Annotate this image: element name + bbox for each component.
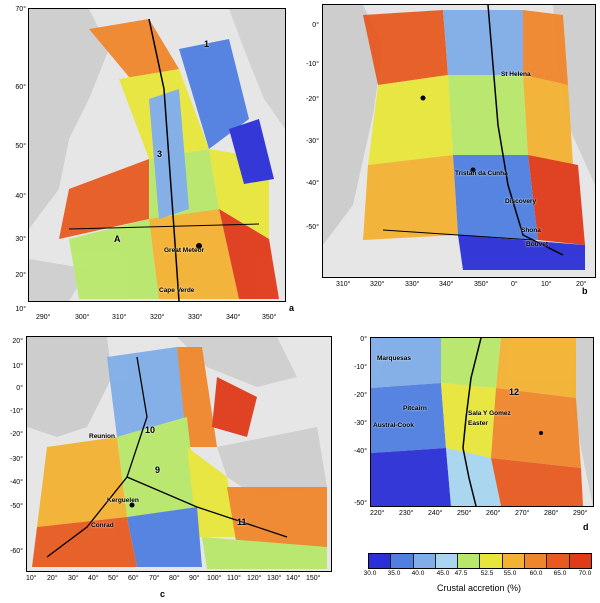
panel-letter-a: a	[289, 303, 295, 313]
colorbar-swatch	[435, 554, 459, 568]
map-graphic-b	[323, 5, 595, 277]
place-austral-cook: Austral-Cook	[373, 422, 414, 429]
annotation-1: 1	[204, 39, 210, 49]
map-south-atlantic: St Helena Tristan da Cunha Discovery Sho…	[322, 4, 596, 278]
place-kerguelen: Kerguelen	[107, 497, 139, 504]
colorbar-tick: 45.0	[436, 570, 450, 577]
colorbar-swatch	[547, 554, 570, 568]
place-bouvet: Bouvet	[526, 241, 549, 248]
colorbar-swatch	[525, 554, 548, 568]
place-easter: Easter	[468, 420, 488, 427]
colorbar-tick: 55.0	[503, 570, 517, 577]
map-graphic-a	[29, 9, 285, 301]
annotation-10: 10	[145, 425, 156, 435]
colorbar-swatch	[369, 554, 392, 568]
map-east-pacific: Marquesas Pitcairn Austral-Cook Sala Y G…	[370, 337, 594, 507]
place-st-helena: St Helena	[501, 71, 531, 78]
colorbar-tick: 47.5	[454, 570, 468, 577]
place-great-meteor: Great Meteor	[164, 247, 205, 254]
annotation-12: 12	[509, 387, 520, 397]
colorbar-tick: 35.0	[387, 570, 401, 577]
colorbar-tick: 52.5	[480, 570, 494, 577]
colorbar-swatches	[368, 553, 592, 569]
colorbar-swatch	[569, 554, 591, 568]
map-graphic-c	[27, 337, 331, 571]
colorbar-swatch	[458, 554, 481, 568]
map-indian-ocean: Reunion Kerguelen Conrad 10 9 11	[26, 336, 332, 572]
panel-letter-c: c	[160, 589, 166, 599]
annotation-11: 11	[237, 517, 247, 527]
annotation-3: 3	[157, 149, 163, 159]
annotation-a: A	[114, 234, 121, 244]
place-conrad: Conrad	[91, 522, 114, 529]
place-discovery: Discovery	[505, 198, 537, 205]
place-pitcairn: Pitcairn	[403, 405, 427, 412]
colorbar-tick: 40.0	[411, 570, 425, 577]
place-cape-verde: Cape Verde	[159, 287, 195, 294]
annotation-9: 9	[155, 465, 161, 475]
place-reunion: Reunion	[89, 433, 115, 440]
colorbar-tick: 30.0	[363, 570, 377, 577]
panel-letter-d: d	[583, 522, 589, 532]
place-marquesas: Marquesas	[377, 355, 411, 362]
colorbar-swatch	[391, 554, 414, 568]
colorbar-tick: 70.0	[578, 570, 592, 577]
colorbar-swatch	[480, 554, 503, 568]
place-shona: Shona	[521, 227, 541, 234]
colorbar-tick: 65.0	[553, 570, 567, 577]
map-graphic-d	[371, 338, 593, 506]
colorbar-swatch	[502, 554, 526, 568]
colorbar-swatch	[413, 554, 436, 568]
colorbar-title: Crustal accretion (%)	[436, 583, 522, 593]
place-tristan-da-cunha: Tristan da Cunha	[455, 170, 508, 177]
panel-letter-b: b	[582, 286, 588, 296]
place-sala-y-gomez: Sala Y Gomez	[468, 410, 511, 417]
map-north-atlantic: Great Meteor Cape Verde A 3 1	[28, 8, 286, 302]
colorbar-tick: 60.0	[529, 570, 543, 577]
